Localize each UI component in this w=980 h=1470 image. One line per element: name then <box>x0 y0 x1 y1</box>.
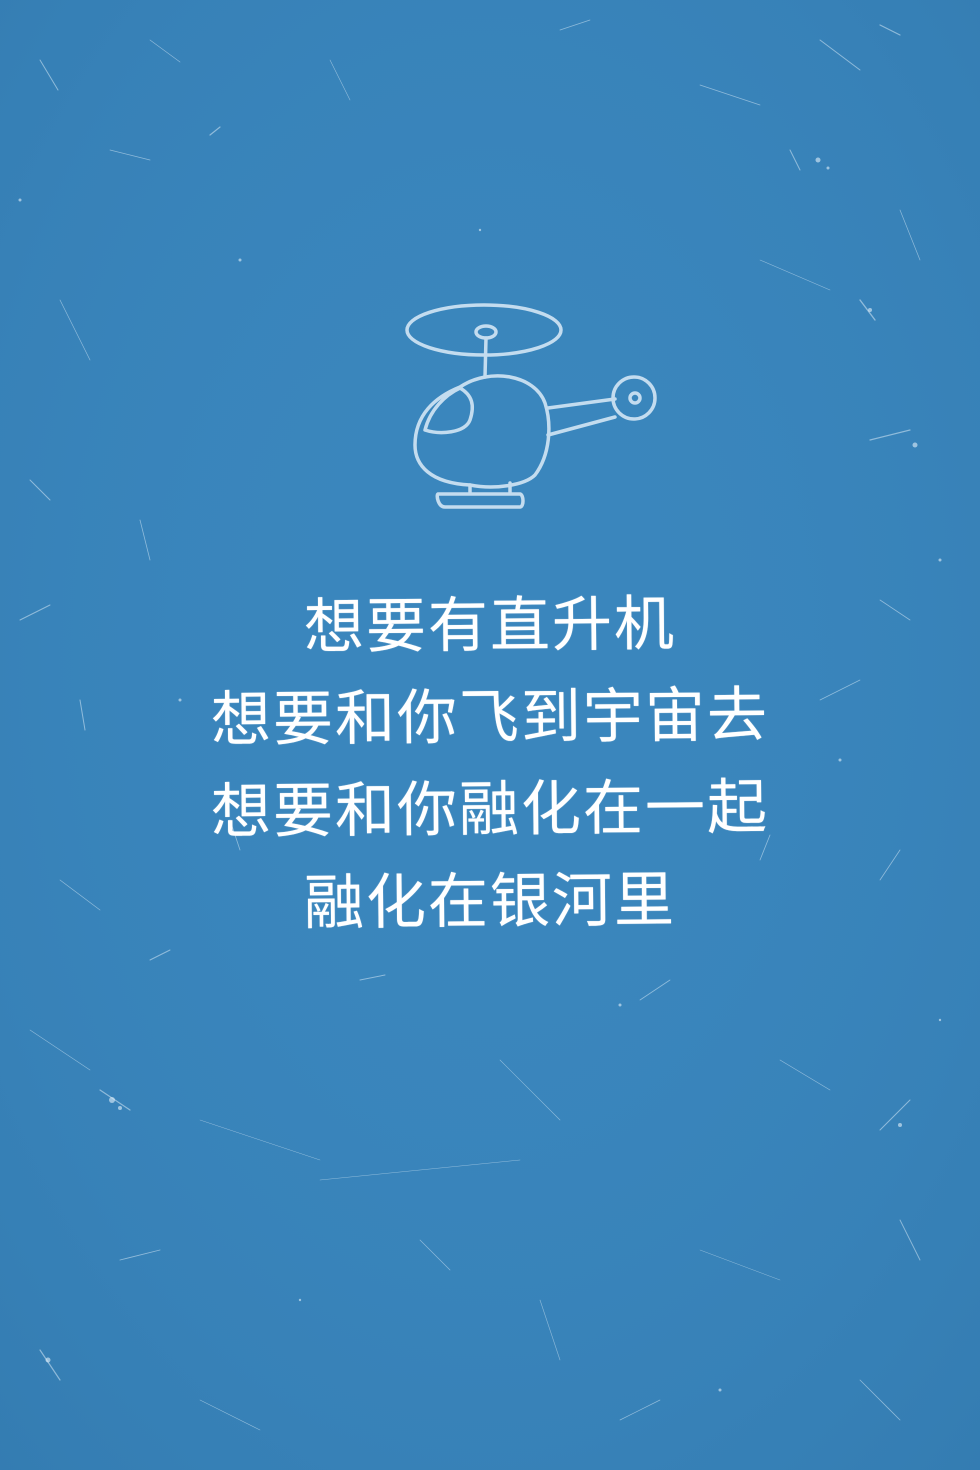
lyric-line-4: 融化在银河里 <box>303 865 677 939</box>
cockpit-window <box>423 386 474 435</box>
rotor-hub <box>474 324 498 340</box>
tail-rotor <box>611 375 657 421</box>
tail-boom <box>546 397 617 437</box>
lyric-line-1: 想要有直升机 <box>303 589 677 663</box>
lyrics-block: 想要有直升机 想要和你飞到宇宙去 想要和你融化在一起 融化在银河里 <box>0 580 980 948</box>
tail-rotor-hub <box>628 391 642 405</box>
lyric-line-2: 想要和你飞到宇宙去 <box>210 680 770 756</box>
helicopter-icon <box>405 303 657 509</box>
rotor-mast <box>483 336 488 379</box>
rotor-blade <box>405 303 563 357</box>
landing-strut <box>468 481 512 495</box>
helicopter-body <box>413 374 551 489</box>
landing-skid <box>435 492 525 509</box>
lyric-line-3: 想要和你融化在一起 <box>210 772 770 848</box>
